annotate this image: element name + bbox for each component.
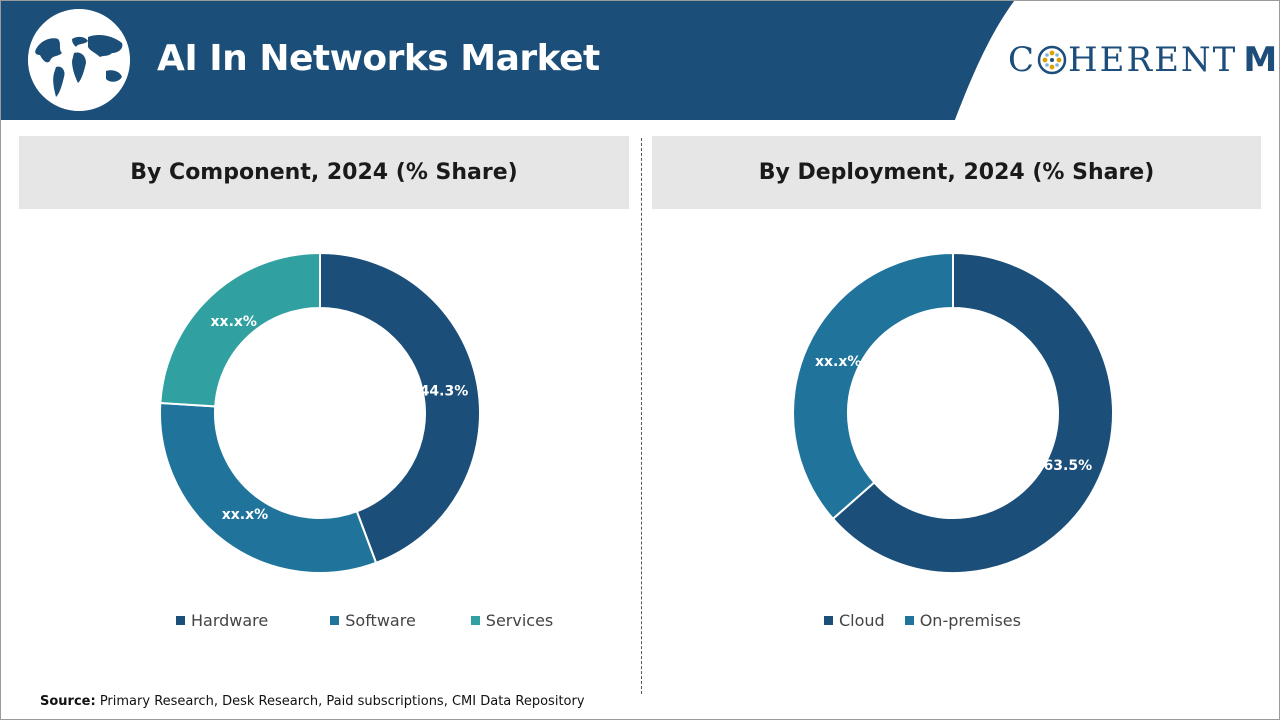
- software-data-label: xx.x%: [222, 507, 268, 523]
- header-band: [0, 0, 1280, 120]
- legend-item-on-premises: On-premises: [904, 611, 1021, 630]
- legend-label-hardware: Hardware: [191, 611, 269, 630]
- cloud-slice: [831, 251, 1114, 574]
- brand-letter-c: C: [1008, 40, 1037, 80]
- brand-logo: C HERENT Mi: [1008, 40, 1280, 80]
- hardware-slice: [319, 251, 481, 565]
- component-legend: Hardware Software Services: [176, 611, 553, 630]
- brand-wordmark: HERENT: [1068, 40, 1238, 80]
- deployment-panel-heading: By Deployment, 2024 (% Share): [652, 136, 1261, 209]
- cloud-data-label: 63.5%: [1044, 458, 1093, 474]
- source-note: Source: Primary Research, Desk Research,…: [40, 694, 585, 709]
- hardware-data-label: 44.3%: [420, 384, 469, 400]
- brand-o-mark-icon: [1037, 45, 1067, 75]
- source-text: Primary Research, Desk Research, Paid su…: [95, 694, 585, 709]
- on-premises-slice: [792, 251, 954, 521]
- legend-swatch-software: [330, 616, 340, 625]
- page-title: AI In Networks Market: [157, 38, 600, 79]
- software-slice: [159, 401, 378, 574]
- legend-item-software: Software: [330, 611, 416, 630]
- panel-divider: [641, 138, 642, 694]
- on-premises-data-label: xx.x%: [815, 354, 861, 370]
- legend-swatch-on-premises: [904, 616, 914, 625]
- legend-item-hardware: Hardware: [176, 611, 268, 630]
- legend-swatch-cloud: [824, 616, 833, 625]
- legend-label-cloud: Cloud: [839, 611, 885, 630]
- legend-swatch-services: [470, 616, 480, 625]
- brand-mi: Mi: [1243, 40, 1280, 80]
- component-panel-heading: By Component, 2024 (% Share): [19, 136, 629, 209]
- legend-label-software: Software: [345, 611, 416, 630]
- legend-label-on-premises: On-premises: [919, 611, 1021, 630]
- header-banner: AI In Networks Market C HERENT Mi: [0, 0, 1280, 120]
- source-label: Source:: [40, 694, 96, 709]
- deployment-legend: Cloud On-premises: [824, 611, 1021, 630]
- world-globe-icon: [28, 9, 130, 111]
- services-slice: [159, 251, 321, 408]
- services-data-label: xx.x%: [211, 314, 257, 330]
- legend-item-services: Services: [470, 611, 554, 630]
- legend-label-services: Services: [485, 611, 554, 630]
- legend-swatch-hardware: [176, 616, 185, 625]
- legend-item-cloud: Cloud: [824, 611, 885, 630]
